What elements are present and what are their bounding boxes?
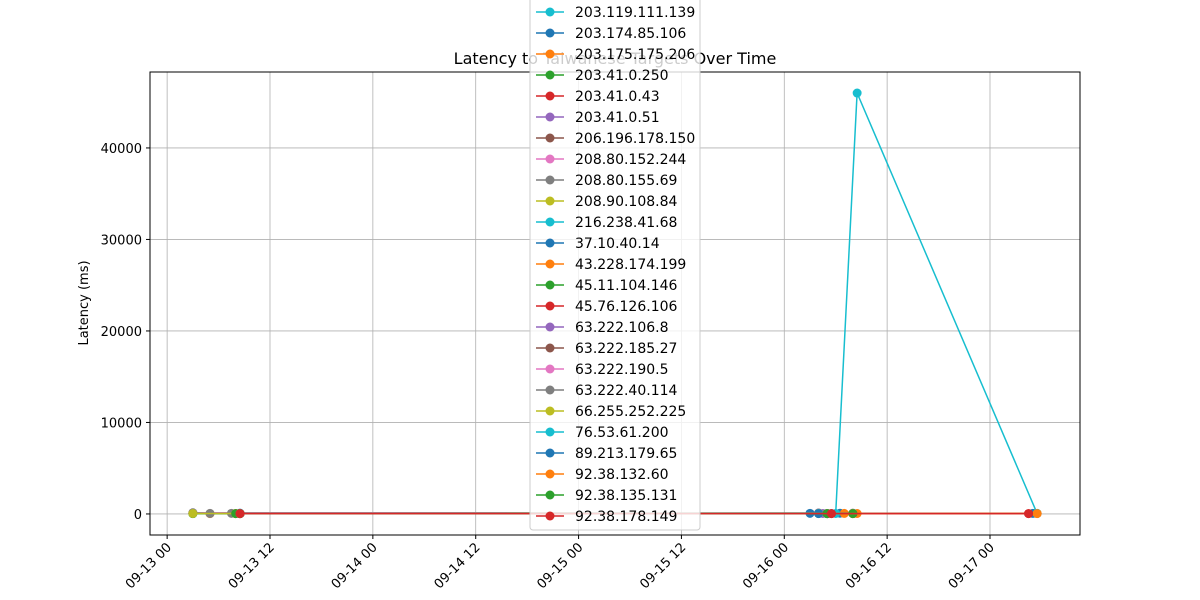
legend-item: 208.80.155.69 <box>536 173 677 189</box>
legend-label: 37.10.40.14 <box>575 236 660 252</box>
legend-item: 63.222.185.27 <box>536 341 677 357</box>
data-point <box>826 509 836 519</box>
legend-label: 203.41.0.43 <box>575 89 660 105</box>
legend-swatch-marker <box>545 469 555 479</box>
legend-label: 206.196.178.150 <box>575 131 695 147</box>
legend-item: 203.41.0.43 <box>536 89 660 105</box>
legend-item: 203.174.85.106 <box>536 26 686 42</box>
legend-swatch-marker <box>545 238 555 248</box>
legend-swatch-marker <box>545 427 555 437</box>
legend-item: 92.38.178.149 <box>536 509 677 525</box>
legend-item: 76.53.61.200 <box>536 425 669 441</box>
legend-label: 208.90.108.84 <box>575 194 678 210</box>
y-axis-label: Latency (ms) <box>77 260 92 345</box>
legend-item: 45.11.104.146 <box>536 278 678 294</box>
legend-item: 66.255.252.225 <box>536 404 686 420</box>
legend-label: 63.222.40.114 <box>575 383 678 399</box>
data-point <box>235 509 245 519</box>
legend-item: 206.196.178.150 <box>536 131 695 147</box>
legend-label: 208.80.152.244 <box>575 152 686 168</box>
legend-item: 45.76.126.106 <box>536 299 678 315</box>
legend-label: 92.38.135.131 <box>575 488 677 504</box>
legend-swatch-marker <box>545 196 555 206</box>
legend: 203.119.111.139 203.174.85.106 203.175.175… <box>529 0 701 531</box>
y-tick-label: 40000 <box>101 142 142 157</box>
legend-item: 203.119.111.139 <box>536 5 695 21</box>
legend-swatch-marker <box>545 112 555 122</box>
legend-label: 203.174.85.106 <box>575 26 686 42</box>
legend-swatch-marker <box>545 259 555 269</box>
legend-item: 92.38.132.60 <box>536 467 669 483</box>
data-point <box>852 88 862 98</box>
legend-item: 89.213.179.65 <box>536 446 677 462</box>
legend-label: 63.222.106.8 <box>575 320 669 336</box>
data-point <box>188 508 198 518</box>
data-point <box>1032 509 1042 519</box>
legend-item: 63.222.106.8 <box>536 320 669 336</box>
legend-swatch-marker <box>545 280 555 290</box>
legend-item: 37.10.40.14 <box>536 236 660 252</box>
legend-swatch-marker <box>545 301 555 311</box>
legend-swatch-marker <box>545 343 555 353</box>
legend-swatch-marker <box>545 175 555 185</box>
legend-item: 203.41.0.250 <box>536 68 669 84</box>
legend-label: 92.38.178.149 <box>575 509 677 525</box>
y-axis: 0 10000 20000 30000 40000 <box>101 142 150 523</box>
legend-item: 208.80.152.244 <box>536 152 686 168</box>
y-tick-label: 20000 <box>101 325 142 340</box>
legend-swatch-marker <box>545 490 555 500</box>
y-tick-label: 10000 <box>101 416 142 431</box>
legend-box <box>529 0 701 531</box>
legend-item: 43.228.174.199 <box>536 257 686 273</box>
legend-label: 216.238.41.68 <box>575 215 677 231</box>
legend-swatch-marker <box>545 511 555 521</box>
legend-label: 203.119.111.139 <box>575 5 695 21</box>
legend-swatch-marker <box>545 448 555 458</box>
legend-item: 92.38.135.131 <box>536 488 677 504</box>
legend-label: 45.76.126.106 <box>575 299 678 315</box>
legend-label: 208.80.155.69 <box>575 173 677 189</box>
legend-item: 208.90.108.84 <box>536 194 678 210</box>
legend-label: 92.38.132.60 <box>575 467 669 483</box>
y-tick-label: 0 <box>134 508 142 523</box>
legend-label: 63.222.190.5 <box>575 362 669 378</box>
data-point <box>1024 509 1034 519</box>
legend-swatch-marker <box>545 322 555 332</box>
legend-label: 63.222.185.27 <box>575 341 677 357</box>
legend-swatch-marker <box>545 217 555 227</box>
legend-label: 66.255.252.225 <box>575 404 686 420</box>
legend-swatch-marker <box>545 364 555 374</box>
legend-item: 203.41.0.51 <box>536 110 660 126</box>
legend-label: 76.53.61.200 <box>575 425 669 441</box>
legend-item: 203.175.175.206 <box>536 47 695 63</box>
legend-label: 203.175.175.206 <box>575 47 695 63</box>
legend-label: 45.11.104.146 <box>575 278 678 294</box>
legend-item: 216.238.41.68 <box>536 215 677 231</box>
legend-item: 63.222.190.5 <box>536 362 669 378</box>
series-92-38-178-149 <box>235 509 1034 519</box>
legend-label: 203.41.0.51 <box>575 110 660 126</box>
legend-swatch-marker <box>545 28 555 38</box>
legend-swatch-marker <box>545 385 555 395</box>
legend-label: 43.228.174.199 <box>575 257 686 273</box>
legend-swatch-marker <box>545 154 555 164</box>
legend-label: 89.213.179.65 <box>575 446 677 462</box>
legend-swatch-marker <box>545 91 555 101</box>
legend-item: 63.222.40.114 <box>536 383 678 399</box>
legend-label: 203.41.0.250 <box>575 68 669 84</box>
legend-swatch-marker <box>545 7 555 17</box>
legend-swatch-marker <box>545 49 555 59</box>
legend-swatch-marker <box>545 406 555 416</box>
y-tick-label: 30000 <box>101 233 142 248</box>
legend-swatch-marker <box>545 133 555 143</box>
legend-swatch-marker <box>545 70 555 80</box>
